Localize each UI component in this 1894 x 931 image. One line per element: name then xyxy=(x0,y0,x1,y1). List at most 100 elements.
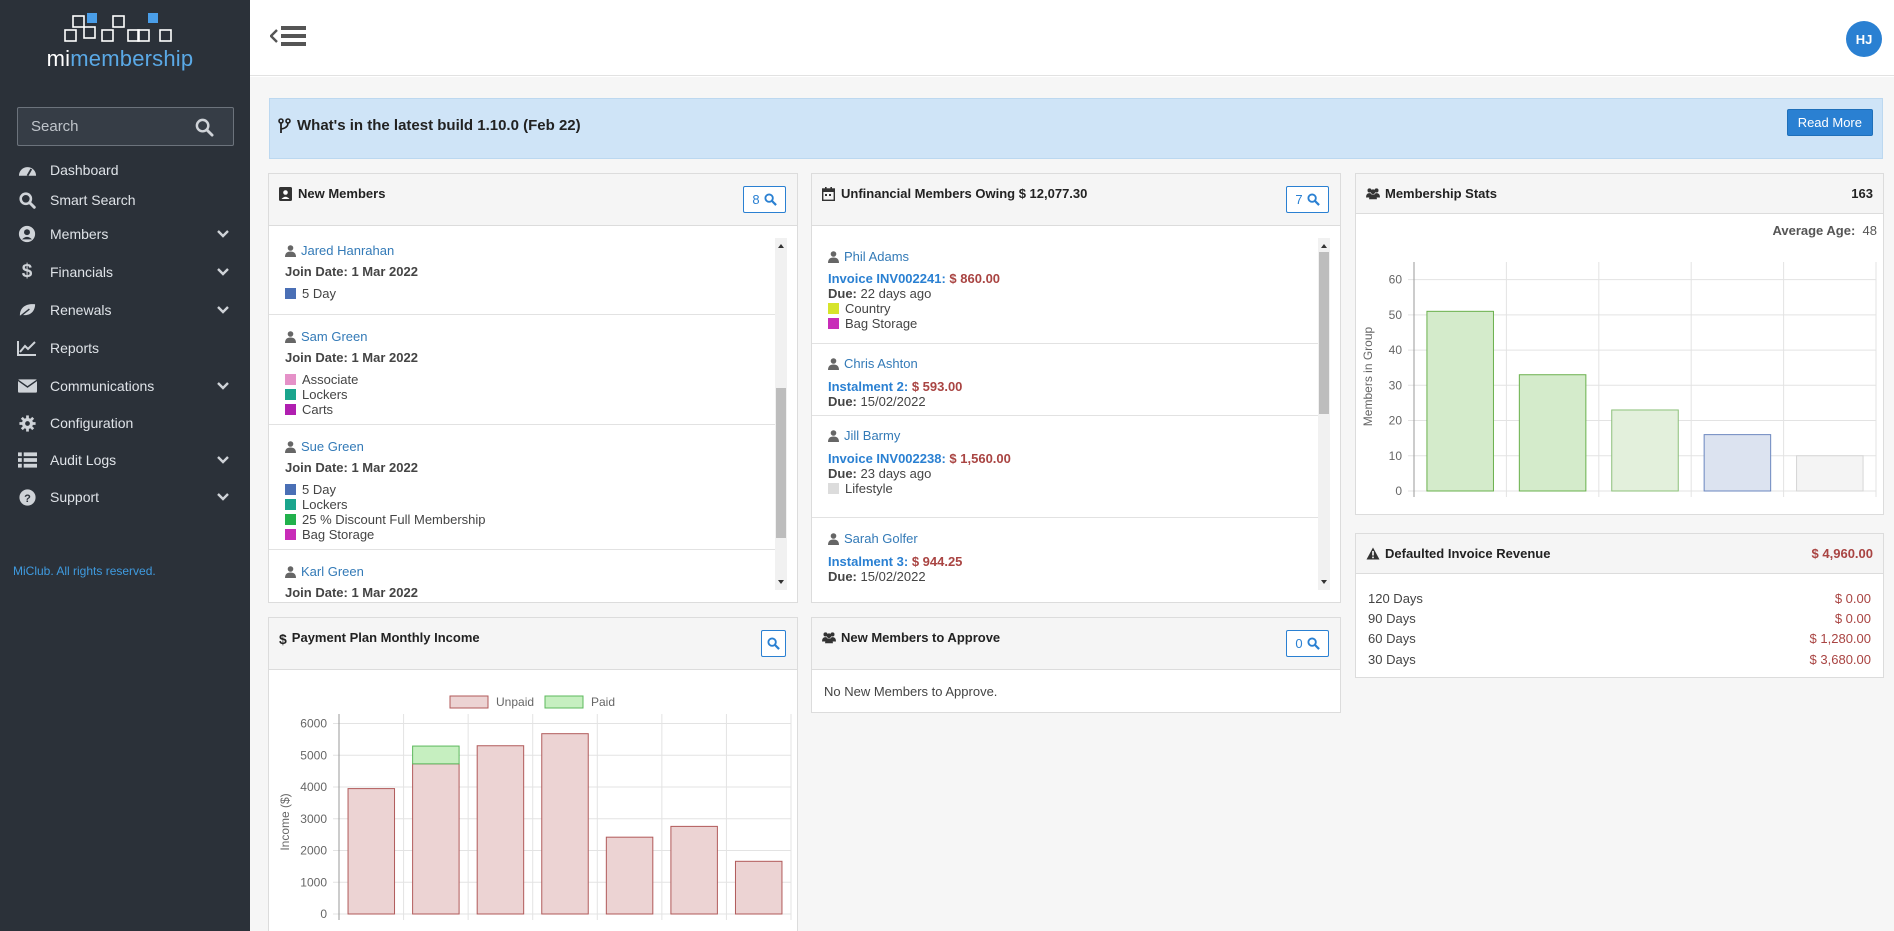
scroll-down-icon[interactable] xyxy=(1319,576,1329,588)
read-more-button[interactable]: Read More xyxy=(1786,109,1873,136)
due-value: 15/02/2022 xyxy=(860,394,926,409)
search-icon[interactable] xyxy=(195,118,214,137)
bar xyxy=(734,860,783,915)
membership-tag: Associate xyxy=(285,372,781,387)
member-link[interactable]: Sarah Golfer xyxy=(844,531,918,546)
member-link[interactable]: Chris Ashton xyxy=(844,356,918,371)
y-tick-label: 5000 xyxy=(300,748,327,762)
panel-title-text: Unfinancial Members Owing $ 12,077.30 xyxy=(841,186,1088,201)
membership-tag: Bag Storage xyxy=(285,527,781,542)
member-name: Sue Green xyxy=(285,439,781,454)
top-bar: HJ xyxy=(250,0,1894,76)
invoice-link[interactable]: Invoice INV002238: xyxy=(828,451,946,466)
scrollbar-thumb[interactable] xyxy=(1319,252,1329,414)
panel-title-text: Membership Stats xyxy=(1385,186,1497,201)
sidebar-item-dashboard[interactable]: Dashboard xyxy=(0,156,250,183)
member-link[interactable]: Jared Hanrahan xyxy=(301,243,395,258)
search-icon xyxy=(767,637,780,650)
user-icon xyxy=(285,330,296,343)
member-link[interactable]: Jill Barmy xyxy=(844,428,901,443)
y-tick-label: 60 xyxy=(1389,273,1403,287)
mimembership-logo[interactable]: mimembership xyxy=(40,12,200,72)
chevron-down-icon xyxy=(217,456,229,464)
legend-label: Paid xyxy=(591,695,615,709)
join-date: Join Date: 1 Mar 2022 xyxy=(285,350,418,365)
tag-swatch xyxy=(285,404,296,415)
chevron-down-icon xyxy=(217,493,229,501)
sidebar-item-audit-logs[interactable]: Audit Logs xyxy=(0,443,250,477)
unfinancial-search-button[interactable]: 7 xyxy=(1286,186,1329,213)
y-tick-label: 6000 xyxy=(300,717,327,731)
list-item: Jill Barmy Invoice INV002238: $ 1,560.00… xyxy=(812,416,1324,518)
scroll-down-icon[interactable] xyxy=(776,576,786,588)
invoice-link[interactable]: Instalment 2: xyxy=(828,379,909,394)
sidebar-item-communications[interactable]: Communications xyxy=(0,369,250,403)
tag-swatch xyxy=(285,499,296,510)
due-label: Due: xyxy=(828,569,857,584)
member-name: Jared Hanrahan xyxy=(285,243,781,258)
invoice-amount: $ 860.00 xyxy=(949,271,1001,286)
sidebar-item-label: Dashboard xyxy=(50,161,119,178)
count-label: 8 xyxy=(752,192,760,207)
collapse-menu-icon[interactable] xyxy=(270,24,308,50)
y-tick-label: 40 xyxy=(1389,343,1403,357)
invoice-amount: $ 1,560.00 xyxy=(949,451,1011,466)
approve-search-button[interactable]: 0 xyxy=(1286,630,1329,657)
sidebar-item-configuration[interactable]: Configuration xyxy=(0,403,250,443)
scrollbar-thumb[interactable] xyxy=(776,388,786,538)
user-icon xyxy=(285,244,296,257)
due-line: Due: 23 days ago xyxy=(828,466,1324,481)
bar xyxy=(412,745,460,765)
invoice-line: Invoice INV002238: $ 1,560.00 xyxy=(828,451,1324,466)
member-link[interactable]: Karl Green xyxy=(301,564,364,579)
count-label: 7 xyxy=(1295,192,1303,207)
unfinancial-list[interactable]: Phil Adams Invoice INV002241: $ 860.00 D… xyxy=(812,240,1324,600)
sidebar-item-financials[interactable]: $ Financials xyxy=(0,251,250,293)
new-members-search-button[interactable]: 8 xyxy=(743,186,786,213)
panel-title: New Members to Approve xyxy=(822,630,1000,645)
user-icon xyxy=(828,250,839,263)
warning-icon xyxy=(1366,547,1380,561)
sidebar-item-reports[interactable]: Reports xyxy=(0,327,250,369)
invoice-link[interactable]: Instalment 3: xyxy=(828,554,909,569)
scrollbar[interactable] xyxy=(775,238,787,590)
member-link[interactable]: Sam Green xyxy=(301,329,368,344)
payment-plan-search-button[interactable] xyxy=(761,630,786,657)
sidebar-item-members[interactable]: Members xyxy=(0,217,250,251)
scroll-up-icon[interactable] xyxy=(1319,240,1329,252)
bar xyxy=(412,763,460,915)
search-icon xyxy=(764,193,777,206)
y-tick-label: 0 xyxy=(1395,484,1402,498)
panel-header: Unfinancial Members Owing $ 12,077.30 7 xyxy=(812,174,1340,226)
users-icon xyxy=(822,631,836,645)
sidebar-search-input[interactable] xyxy=(18,108,188,145)
member-link[interactable]: Phil Adams xyxy=(844,249,910,264)
sidebar-item-smart-search[interactable]: Smart Search xyxy=(0,183,250,217)
sidebar-item-support[interactable]: ? Support xyxy=(0,477,250,517)
chevron-down-icon xyxy=(217,230,229,238)
y-tick-label: 10 xyxy=(1389,449,1403,463)
envelope-icon xyxy=(17,376,37,396)
dashboard-icon xyxy=(17,160,37,180)
code-branch-icon xyxy=(278,117,291,133)
member-link[interactable]: Sue Green xyxy=(301,439,364,454)
new-members-list[interactable]: Jared Hanrahan Join Date: 1 Mar 2022 5 D… xyxy=(269,240,781,600)
sidebar-item-label: Members xyxy=(50,226,109,242)
user-icon xyxy=(828,429,839,442)
bar xyxy=(670,825,718,915)
y-tick-label: 4000 xyxy=(300,780,327,794)
chevron-down-icon xyxy=(217,382,229,390)
sidebar-item-label: Financials xyxy=(50,264,114,280)
bar xyxy=(1703,434,1772,492)
user-avatar[interactable]: HJ xyxy=(1846,21,1882,57)
invoice-link[interactable]: Invoice INV002241: xyxy=(828,271,946,286)
scrollbar[interactable] xyxy=(1318,238,1330,590)
defaulted-row-30: 30 Days $ 3,680.00 xyxy=(1368,652,1871,667)
sidebar-item-renewals[interactable]: Renewals xyxy=(0,293,250,327)
dollar-icon: $ xyxy=(21,261,33,282)
chevron-down-icon xyxy=(217,268,229,276)
search-icon xyxy=(1307,637,1320,650)
scroll-up-icon[interactable] xyxy=(776,240,786,252)
due-value: 23 days ago xyxy=(860,466,932,481)
join-date: Join Date: 1 Mar 2022 xyxy=(285,585,418,600)
